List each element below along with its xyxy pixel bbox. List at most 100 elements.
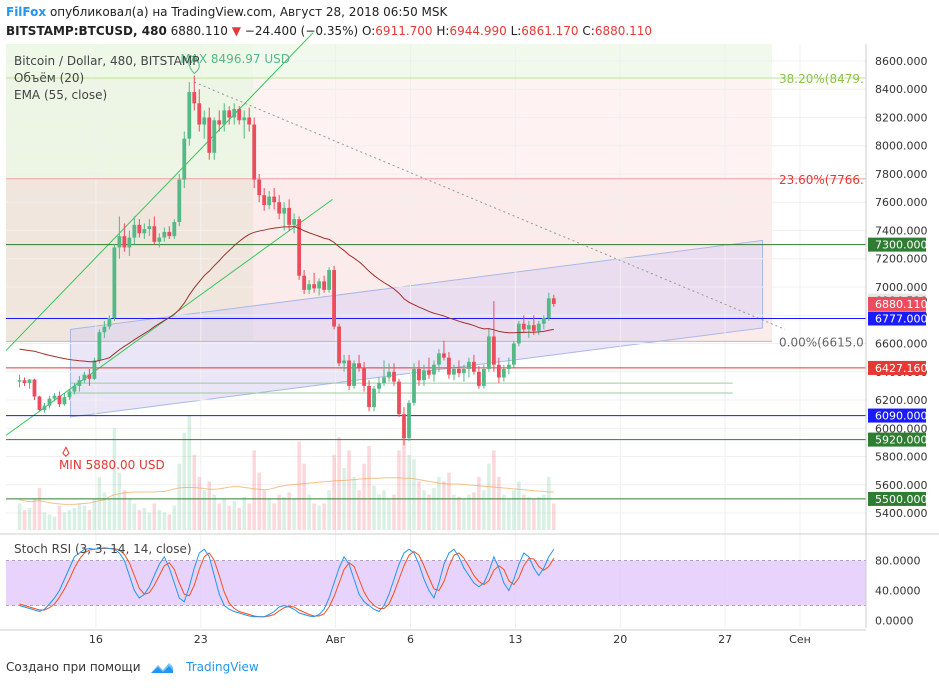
candle-body: [312, 284, 317, 289]
candle-body: [526, 325, 531, 330]
candle-body: [72, 385, 77, 392]
volume-bar: [37, 487, 42, 530]
candle-body: [491, 336, 496, 365]
candle-body: [467, 361, 471, 369]
min-marker-icon: [62, 446, 70, 457]
volume-bar: [467, 494, 471, 530]
stoch-tick-label: 40.0000: [875, 585, 921, 598]
volume-bar: [77, 503, 82, 530]
volume-bar: [72, 507, 77, 530]
volume-bar: [497, 476, 501, 530]
volume-bar: [352, 476, 356, 530]
background-layer: [6, 44, 773, 418]
volume-bar: [192, 454, 197, 530]
volume-bar: [187, 415, 192, 530]
volume-bar: [212, 494, 216, 530]
volume-bar: [172, 505, 177, 530]
candle-body: [342, 360, 346, 364]
volume-bar: [372, 485, 376, 530]
candle-body: [417, 368, 421, 381]
series-title[interactable]: Bitcoin / Dollar, 480, BITSTAMP: [14, 54, 200, 68]
candle-body: [501, 368, 506, 378]
volume-bar: [517, 481, 521, 530]
last-price: 6880.110: [170, 24, 228, 38]
open-value: 6911.700: [375, 24, 433, 38]
price-tick-label: 8600.000: [875, 55, 928, 68]
candle-body: [202, 117, 207, 125]
volume-bar: [97, 476, 102, 530]
volume-bar: [157, 510, 162, 530]
candle-body: [357, 363, 361, 368]
time-tick-label: 20: [613, 633, 627, 646]
stoch-legend[interactable]: Stoch RSI (3, 3, 14, 14, close): [14, 542, 192, 556]
down-arrow-icon: ▼: [231, 24, 241, 38]
volume-bar: [42, 512, 47, 530]
candle-body: [137, 224, 142, 234]
volume-bar: [167, 514, 172, 530]
volume-bar: [302, 463, 306, 530]
level-tag-0: 7300.000: [875, 239, 928, 252]
volume-bar: [522, 494, 526, 530]
candle-body: [207, 117, 212, 153]
volume-bar: [437, 476, 441, 530]
volume-bar: [547, 476, 551, 530]
candle-body: [387, 371, 391, 378]
volume-bar: [482, 490, 486, 530]
ohlc-line: BITSTAMP:BTCUSD, 480 6880.110 ▼ −24.400 …: [6, 24, 652, 38]
volume-bar: [452, 494, 456, 530]
stoch-tick-label: 80.0000: [875, 555, 921, 568]
volume-bar: [207, 481, 212, 530]
volume-bar: [507, 499, 511, 530]
low-label: L:: [510, 24, 522, 38]
volume-bar: [22, 510, 27, 530]
ema-legend[interactable]: EMA (55, close): [14, 88, 108, 102]
volume-bar: [267, 499, 271, 530]
stoch-k-line: [19, 547, 555, 618]
volume-bar: [357, 490, 361, 530]
volume-bar: [182, 432, 187, 530]
candle-body: [282, 207, 287, 214]
price-axis[interactable]: 5400.000 5600.000 5800.000 6000.000 6200.000…: [865, 44, 928, 628]
symbol-name[interactable]: BITSTAMP:BTCUSD, 480: [6, 24, 167, 38]
candle-body: [397, 381, 401, 415]
volume-ma-line: [19, 477, 554, 505]
time-axis[interactable]: 16 23 Авг 6 13 20 27 Сен: [0, 629, 866, 646]
candle-body: [541, 318, 546, 324]
time-tick-label: 27: [718, 633, 732, 646]
level-tag-2: 6427.160: [875, 362, 928, 375]
candle-body: [142, 229, 147, 234]
volume-bar: [242, 496, 246, 530]
volume-bar: [127, 499, 132, 530]
close-value: 6880.110: [594, 24, 653, 38]
volume-bar: [422, 490, 426, 530]
candle-body: [222, 110, 227, 125]
volume-bar: [222, 499, 226, 530]
max-label: MAX 8496.97 USD: [180, 52, 290, 66]
level-tag-1: 6777.000: [875, 313, 928, 326]
tradingview-link[interactable]: TradingView: [186, 660, 259, 674]
candle-body: [217, 120, 222, 125]
volume-bar: [272, 503, 276, 530]
volume-bar: [87, 510, 92, 530]
stoch-tick-label: 0.0000: [875, 615, 914, 628]
volume-bar: [347, 450, 351, 530]
stoch-rsi-pane: [0, 533, 939, 618]
volume-bar: [532, 499, 536, 530]
volume-legend[interactable]: Объём (20): [14, 71, 85, 85]
candle-body: [257, 179, 262, 196]
fib-236-label: 23.60%(7766.: [779, 173, 864, 187]
dotted-trendline: [194, 81, 786, 330]
level-tag-4: 5920.000: [875, 434, 928, 447]
candle-body: [197, 103, 202, 125]
candle-body: [377, 383, 381, 389]
candle-body: [437, 353, 441, 365]
candle-body: [252, 124, 257, 180]
author-link[interactable]: FilFox: [6, 5, 47, 19]
candle-body: [17, 380, 22, 382]
candle-body: [422, 370, 426, 381]
level-tag-5-bg: [868, 491, 926, 506]
volume-bar: [327, 490, 331, 530]
volume-bar: [152, 503, 157, 530]
candle-body: [27, 379, 32, 384]
